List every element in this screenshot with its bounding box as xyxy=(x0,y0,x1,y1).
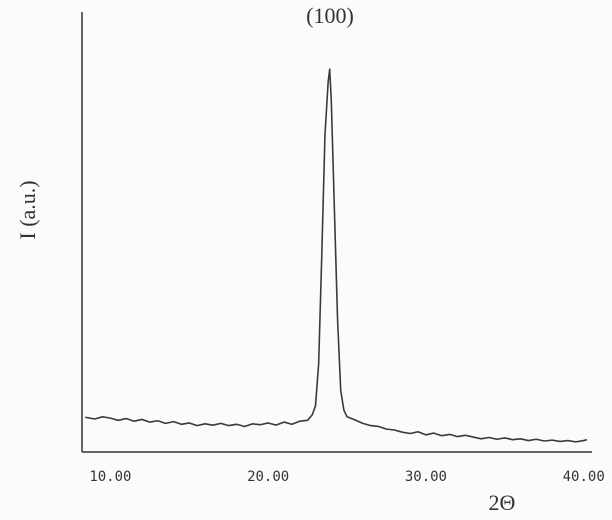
x-tick-label: 10.00 xyxy=(89,469,131,485)
x-tick-label: 40.00 xyxy=(563,469,605,485)
x-axis-label: 2Θ xyxy=(489,490,516,515)
peak-annotation: (100) xyxy=(306,3,354,28)
data-line xyxy=(85,68,588,443)
x-tick-label: 20.00 xyxy=(247,469,289,485)
y-axis-label: I (a.u.) xyxy=(15,180,40,239)
x-tick-label: 30.00 xyxy=(405,469,447,485)
